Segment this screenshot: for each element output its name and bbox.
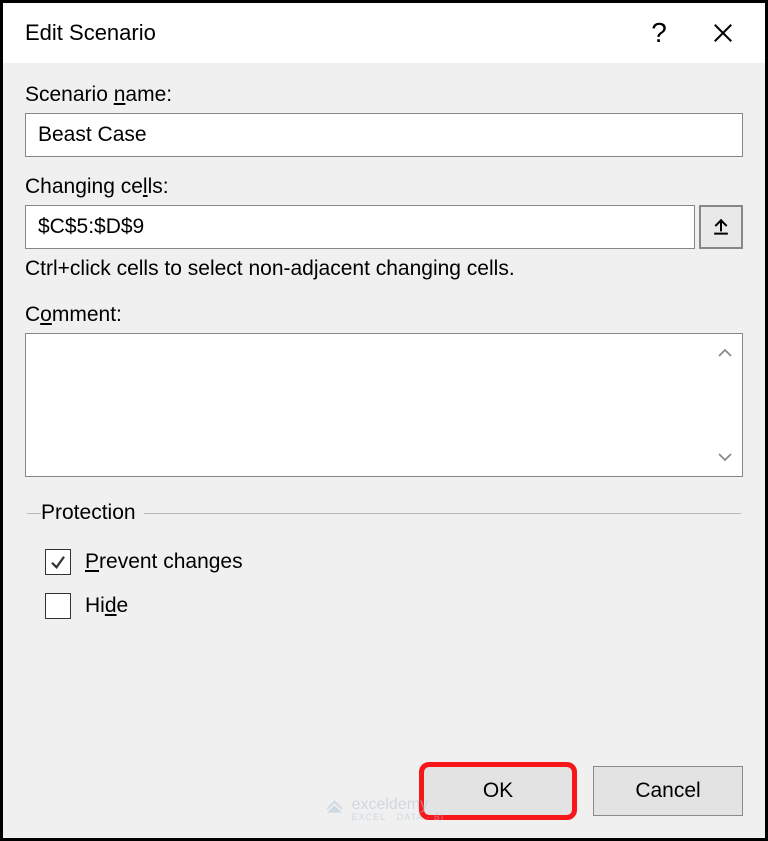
hide-row: Hide (45, 593, 733, 619)
chevron-up-icon (716, 346, 734, 360)
chevron-down-icon (716, 450, 734, 464)
button-bar: OK Cancel (3, 748, 765, 838)
help-button[interactable]: ? (627, 3, 691, 63)
check-icon (49, 553, 67, 571)
changing-cells-input[interactable] (25, 205, 695, 249)
scroll-up-button[interactable] (710, 338, 740, 368)
prevent-changes-checkbox[interactable] (45, 549, 71, 575)
scenario-name-label: Scenario name: (25, 83, 743, 107)
prevent-changes-label: Prevent changes (85, 550, 243, 574)
prevent-changes-row: Prevent changes (45, 549, 733, 575)
collapse-icon (711, 217, 731, 237)
cancel-button[interactable]: Cancel (593, 766, 743, 816)
hide-label: Hide (85, 594, 128, 618)
changing-cells-label: Changing cells: (25, 175, 743, 199)
titlebar: Edit Scenario ? (3, 3, 765, 63)
close-icon (712, 22, 734, 44)
dialog-body: Scenario name: Changing cells: Ctrl+clic… (3, 63, 765, 748)
protection-legend: Protection (41, 501, 144, 525)
edit-scenario-dialog: Edit Scenario ? Scenario name: Changing … (0, 0, 768, 841)
changing-cells-hint: Ctrl+click cells to select non-adjacent … (25, 257, 743, 281)
dialog-title: Edit Scenario (25, 20, 627, 46)
comment-textarea[interactable] (25, 333, 743, 477)
scenario-name-input[interactable] (25, 113, 743, 157)
close-button[interactable] (691, 3, 755, 63)
ok-button[interactable]: OK (423, 766, 573, 816)
comment-label: Comment: (25, 303, 743, 327)
collapse-dialog-button[interactable] (699, 205, 743, 249)
protection-group: Protection Prevent changes Hide (27, 501, 741, 637)
hide-checkbox[interactable] (45, 593, 71, 619)
scroll-down-button[interactable] (710, 442, 740, 472)
changing-cells-row (25, 205, 743, 249)
